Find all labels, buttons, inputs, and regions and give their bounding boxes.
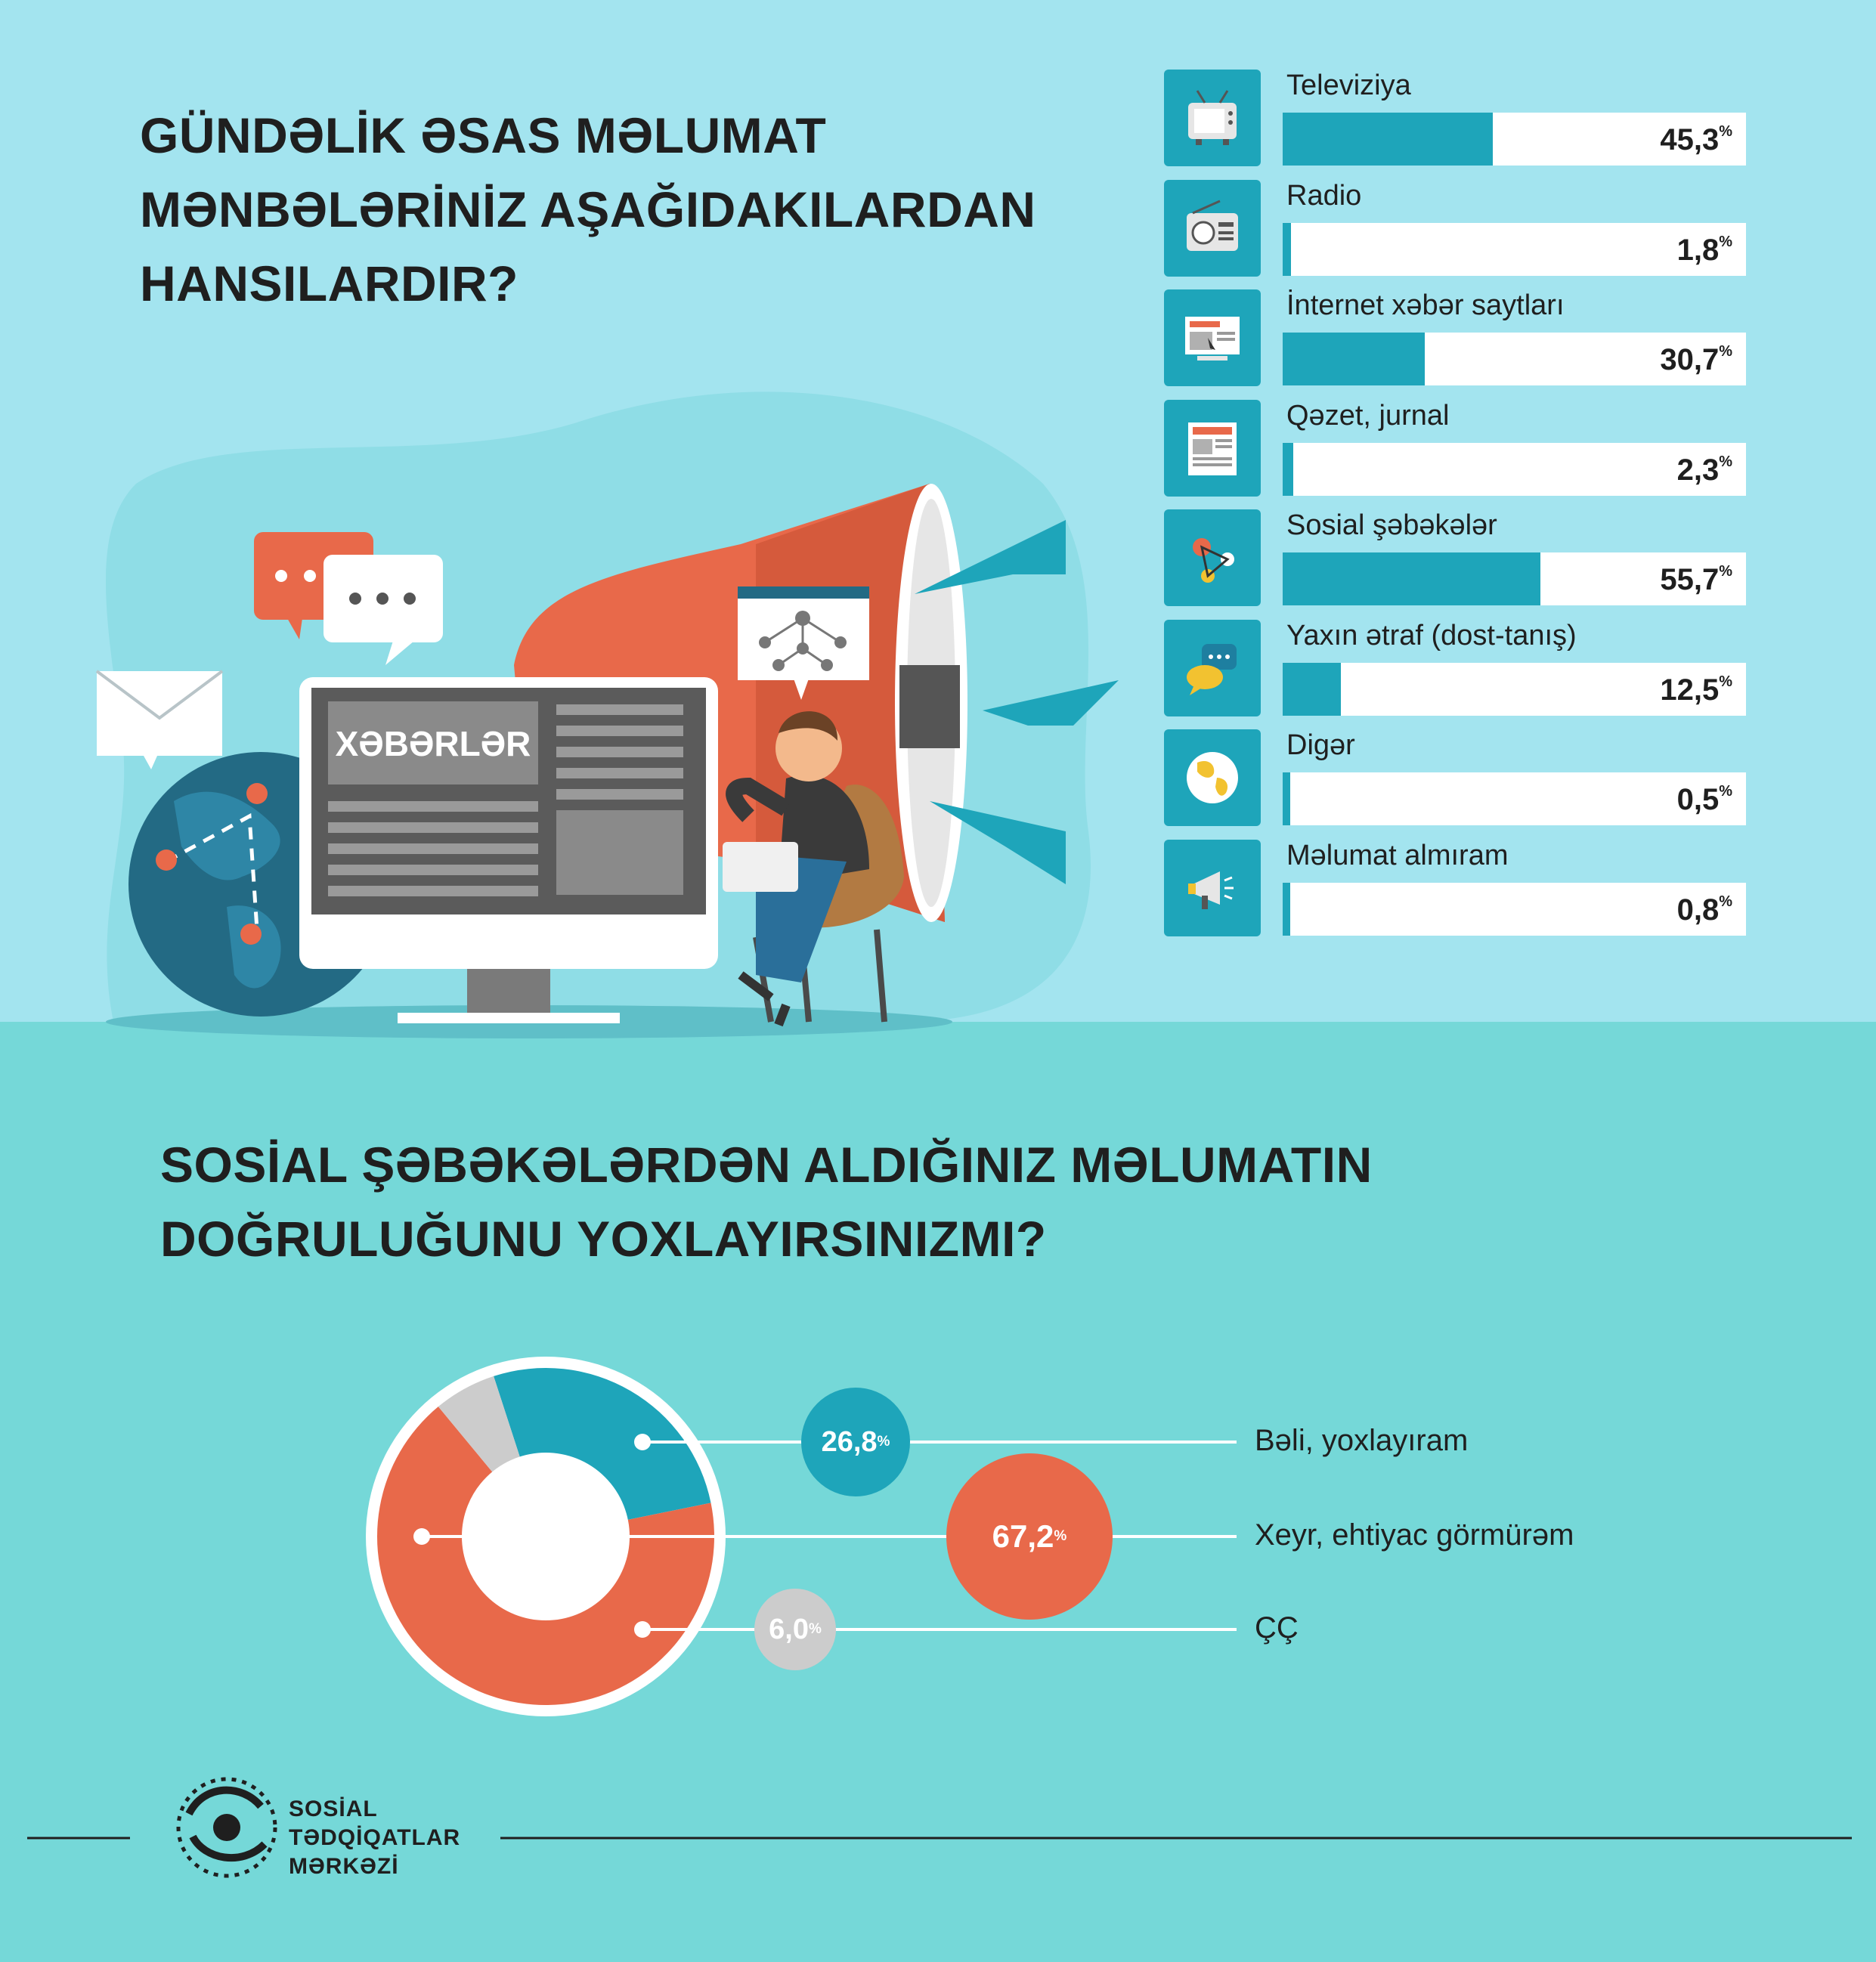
radio-icon xyxy=(1164,179,1261,277)
chat-bubbles-icon xyxy=(1164,619,1261,716)
bar-row: Radio 1,8% xyxy=(1164,179,1746,277)
bar-category-label: Sosial şəbəkələr xyxy=(1286,509,1497,541)
social-network-icon xyxy=(1164,509,1261,606)
bar-category-label: Qəzet, jurnal xyxy=(1286,399,1450,432)
bar-row: Yaxın ətraf (dost-tanış) 12,5% xyxy=(1164,619,1746,716)
bar-value-label: 55,7% xyxy=(1660,563,1732,596)
bar-value-label: 1,8% xyxy=(1676,233,1732,267)
bar-row: Məlumat almıram 0,8% xyxy=(1164,839,1746,936)
globe-icon xyxy=(1164,729,1261,826)
monitor-illustration: XƏBƏRLƏR xyxy=(299,677,718,1023)
percent-bubble: 6,0% xyxy=(754,1589,836,1670)
logo-text: SOSİAL TƏDQİQATLAR MƏRKƏZİ xyxy=(289,1795,460,1881)
donut-category-label: Xeyr, ehtiyac görmürəm xyxy=(1255,1518,1574,1552)
bar-track: 1,8% xyxy=(1283,222,1746,276)
title-line: DOĞRULUĞUNU YOXLAYIRSINIZMI? xyxy=(160,1211,1047,1267)
monitor-heading: XƏBƏRLƏR xyxy=(336,724,531,763)
bar xyxy=(1283,222,1292,276)
bar-track: 0,5% xyxy=(1283,772,1746,825)
logo-line: MƏRKƏZİ xyxy=(289,1854,399,1879)
tv-icon xyxy=(1164,70,1261,166)
bar-track: 30,7% xyxy=(1283,333,1746,385)
title-line: HANSILARDIR? xyxy=(140,255,519,311)
network-bubble-illustration xyxy=(738,586,869,700)
percent-bubble: 26,8% xyxy=(801,1388,910,1496)
bar-value-label: 12,5% xyxy=(1660,673,1732,707)
person-illustration xyxy=(723,711,904,1027)
bar-track: 0,8% xyxy=(1283,882,1746,936)
top-question-title: GÜNDƏLİK ƏSAS MƏLUMAT MƏNBƏLƏRİNİZ AŞAĞI… xyxy=(140,98,1036,320)
bar xyxy=(1283,442,1294,496)
bar-value-label: 0,8% xyxy=(1676,893,1732,927)
bar-track: 55,7% xyxy=(1283,552,1746,605)
bar-category-label: Məlumat almıram xyxy=(1286,839,1509,871)
bar-row: Digər 0,5% xyxy=(1164,729,1746,826)
bar-row: İnternet xəbər saytları 30,7% xyxy=(1164,289,1746,386)
logo-line: SOSİAL xyxy=(289,1796,378,1821)
bar-value-label: 45,3% xyxy=(1660,123,1732,156)
envelope-illustration xyxy=(95,670,224,769)
bar-track: 45,3% xyxy=(1283,113,1746,166)
bar-row: Qəzet, jurnal 2,3% xyxy=(1164,399,1746,497)
leader-dot xyxy=(413,1528,430,1545)
bar-category-label: Digər xyxy=(1286,729,1355,761)
bar-track: 2,3% xyxy=(1283,442,1746,496)
bar-category-label: Radio xyxy=(1286,179,1362,212)
bar-row: Sosial şəbəkələr 55,7% xyxy=(1164,509,1746,606)
bar-category-label: Televiziya xyxy=(1286,70,1411,101)
bar-category-label: Yaxın ətraf (dost-tanış) xyxy=(1286,619,1577,651)
donut-slice xyxy=(438,1376,522,1478)
newspaper-icon xyxy=(1164,399,1261,497)
leader-dot xyxy=(634,1621,651,1638)
bar-value-label: 30,7% xyxy=(1660,343,1732,376)
megaphone-icon xyxy=(1164,839,1261,936)
title-line: SOSİAL ŞƏBƏKƏLƏRDƏN ALDIĞINIZ MƏLUMATIN xyxy=(160,1137,1373,1193)
logo-line: TƏDQİQATLAR xyxy=(289,1825,461,1850)
donut-category-label: Bəli, yoxlayıram xyxy=(1255,1424,1469,1457)
news-website-icon xyxy=(1164,289,1261,386)
percent-bubble: 67,2% xyxy=(946,1453,1113,1620)
bar-category-label: İnternet xəbər saytları xyxy=(1286,289,1565,321)
bar xyxy=(1283,882,1290,936)
title-line: GÜNDƏLİK ƏSAS MƏLUMAT xyxy=(140,107,827,163)
leader-dot xyxy=(634,1434,651,1450)
bar xyxy=(1283,662,1341,716)
bar-track: 12,5% xyxy=(1283,662,1746,716)
bottom-question-title: SOSİAL ŞƏBƏKƏLƏRDƏN ALDIĞINIZ MƏLUMATIN … xyxy=(160,1128,1373,1276)
bar xyxy=(1283,333,1426,385)
speech-bubbles-illustration xyxy=(254,532,443,665)
bar xyxy=(1283,772,1290,825)
bar-value-label: 2,3% xyxy=(1676,453,1732,487)
donut-category-label: ÇÇ xyxy=(1255,1611,1299,1645)
donut-slice xyxy=(494,1368,711,1521)
donut-slice xyxy=(377,1407,715,1706)
bar-value-label: 0,5% xyxy=(1676,783,1732,816)
bar-row: Televiziya 45,3% xyxy=(1164,70,1746,166)
bar xyxy=(1283,113,1493,166)
title-line: MƏNBƏLƏRİNİZ AŞAĞIDAKILARDAN xyxy=(140,181,1036,237)
bar xyxy=(1283,552,1541,605)
